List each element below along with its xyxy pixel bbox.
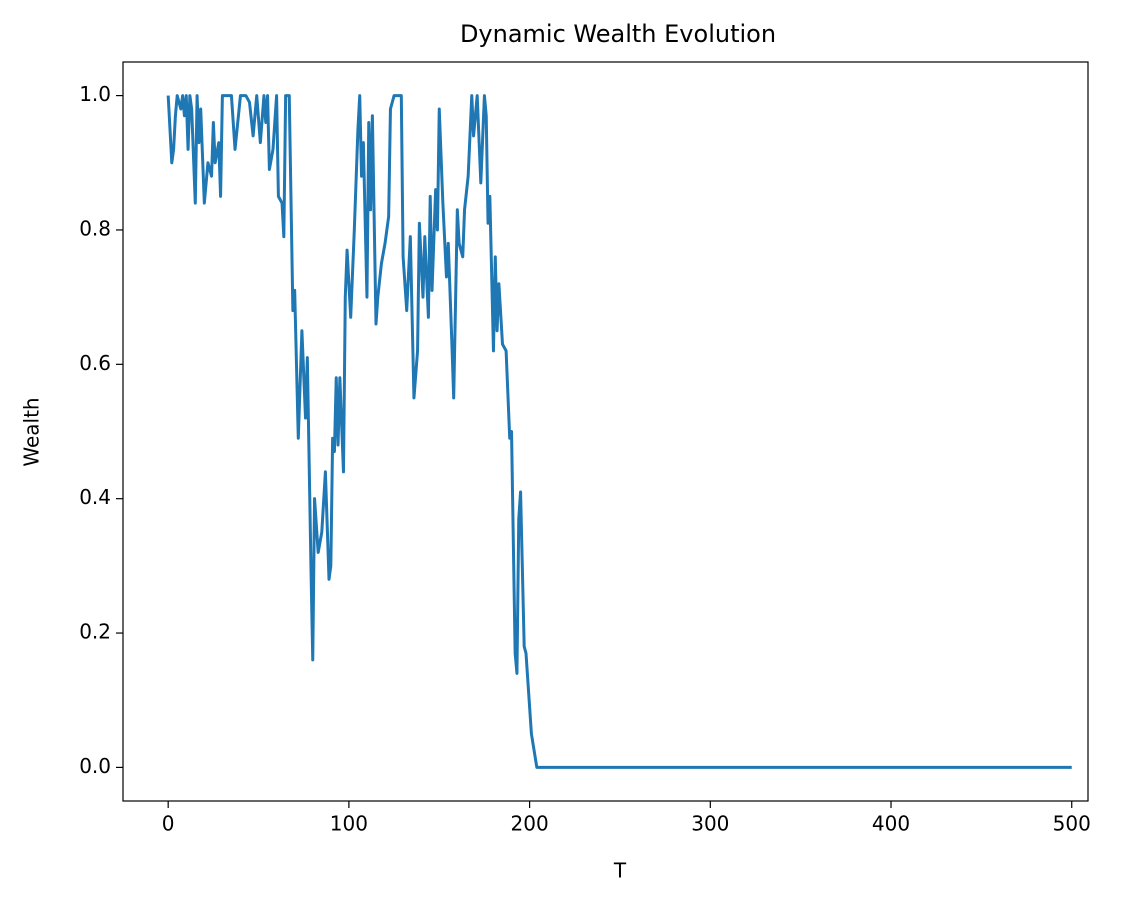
axes-frame <box>122 61 1089 802</box>
y-tick-label: 0.4 <box>79 485 111 509</box>
x-tick-label: 0 <box>162 812 175 836</box>
y-tick-label: 0.0 <box>79 754 111 778</box>
x-tick-label: 400 <box>872 812 910 836</box>
plot-area <box>123 62 1088 801</box>
y-tick-label: 0.6 <box>79 351 111 375</box>
chart-title: Dynamic Wealth Evolution <box>460 20 776 48</box>
y-tick-label: 1.0 <box>79 82 111 106</box>
data-line <box>166 94 1072 769</box>
x-tick-label: 500 <box>1053 812 1091 836</box>
x-tick-label: 100 <box>330 812 368 836</box>
y-axis-label: Wealth <box>20 397 44 466</box>
y-tick-label: 0.2 <box>79 620 111 644</box>
x-tick-label: 200 <box>511 812 549 836</box>
x-axis-label: T <box>613 859 627 883</box>
y-tick-label: 0.8 <box>79 216 111 240</box>
x-tick-label: 300 <box>691 812 729 836</box>
